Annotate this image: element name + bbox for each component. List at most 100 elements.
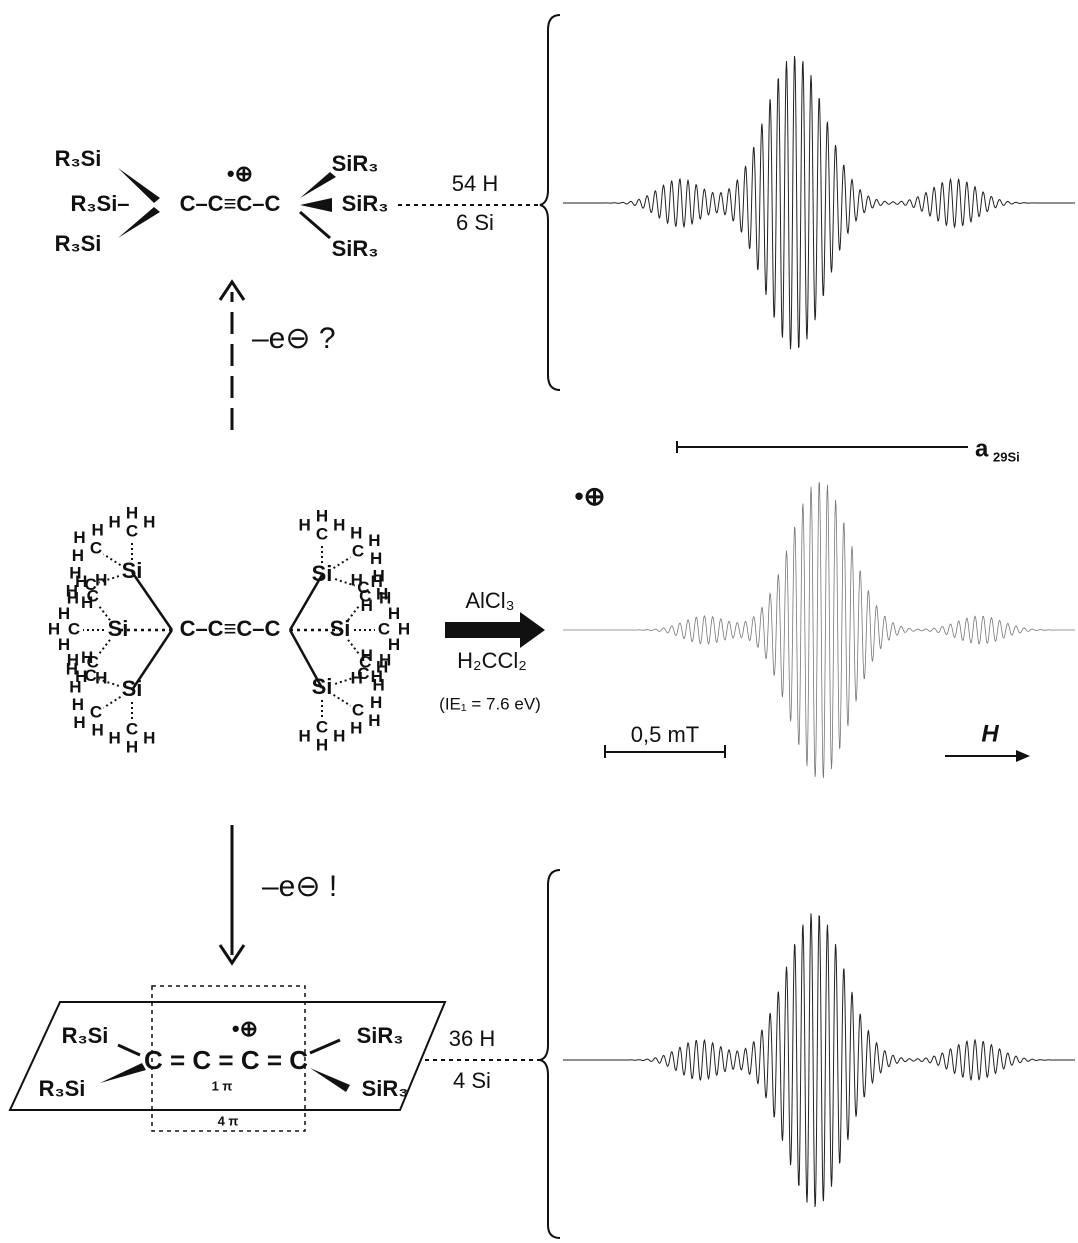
core: C–C≡C–C [180,616,281,641]
right-group: SiR₃ [332,151,379,176]
core: C = C = C = C [144,1045,308,1075]
methyl-carbon: C [90,702,102,721]
bracket [540,15,560,390]
note: (IE₁ = 7.6 eV) [439,694,541,713]
hydrogen: H [73,713,85,732]
hydrogen: H [92,720,104,739]
count-si: 4 Si [453,1068,491,1093]
count-h: 54 H [452,171,498,196]
spectra [563,56,1075,1207]
hydrogen: H [316,506,328,525]
hydrogen: H [368,711,380,730]
hydrogen: H [95,669,107,688]
core: C–C≡C–C [180,191,281,216]
wedge [300,172,336,198]
wedge [300,198,332,212]
hydrogen: H [361,646,373,665]
methyl-carbon: C [126,521,138,540]
coupling-label: a [975,435,989,462]
solvent: H₂CCl₂ [457,648,527,673]
hydrogen: H [373,675,385,694]
charge: •⊕ [232,1016,258,1041]
left-group: R₃Si [55,231,102,256]
top-structure: R₃Si R₃Si– R₃Si C–C≡C–C •⊕ SiR₃ SiR₃ SiR… [55,146,540,261]
scale-label: 0,5 mT [631,722,699,747]
pi-label: 4 π [218,1113,239,1128]
silicon: Si [122,558,143,583]
bond [333,695,350,706]
bond [118,1045,140,1055]
arrow-label: –e⊖ ! [262,870,337,903]
left-group: R₃Si [55,146,102,171]
methyl-carbon: C [85,666,97,685]
charge: •⊕ [575,481,606,511]
hydrogen: H [69,677,81,696]
hydrogen: H [316,735,328,754]
esr-spectrum [563,913,1075,1207]
arrow-label: –e⊖ ? [252,322,336,355]
hydrogen: H [370,693,382,712]
methyl-carbon: C [357,664,369,683]
methyl-carbon: C [352,542,364,561]
silicon: Si [312,561,333,586]
hydrogen: H [143,512,155,531]
bottom-structure: R₃Si R₃Si C = C = C = C •⊕ 1 π 4 π SiR₃ … [10,986,540,1131]
wedge [310,1068,350,1092]
figure: R₃Si R₃Si– R₃Si C–C≡C–C •⊕ SiR₃ SiR₃ SiR… [0,0,1078,1243]
wedge [100,1063,146,1083]
hydrogen: H [126,503,138,522]
hydrogen: H [109,728,121,747]
bond [333,557,350,568]
left-group: R₃Si [62,1023,109,1048]
methyl-carbon: C [352,700,364,719]
methyl-carbon: C [316,717,328,736]
coupling-nucleus: 29Si [993,449,1020,464]
bond [300,212,330,238]
methyl-carbon: C [90,539,102,558]
esr-spectrum [563,56,1075,349]
hydrogen: H [66,660,78,679]
hydrogen: H [95,570,107,589]
methyl-carbon: C [359,587,371,606]
hydrogen: H [81,648,93,667]
hydrogen: H [92,521,104,540]
hydrogen: H [351,570,363,589]
silicon: Si [312,674,333,699]
bond [103,554,120,565]
reagent: AlCl₃ [465,588,514,613]
field-arrow-head [1016,750,1030,762]
hydrogen: H [333,726,345,745]
hydrogen: H [350,718,362,737]
hydrogen: H [67,588,79,607]
hydrogen: H [143,728,155,747]
hydrogen: H [333,515,345,534]
count-h: 36 H [449,1026,495,1051]
hydrogen: H [299,726,311,745]
hydrogen: H [368,531,380,550]
right-group: SiR₃ [362,1076,409,1101]
hydrogen: H [75,572,87,591]
bond [310,1040,340,1053]
silicon: Si [122,676,143,701]
methyl-carbon: C [126,719,138,738]
bracket [540,870,560,1238]
charge: •⊕ [227,161,253,186]
pi-label: 1 π [212,1078,233,1093]
hydrogen: H [299,515,311,534]
right-group: SiR₃ [332,236,379,261]
left-group: R₃Si– [70,191,129,216]
left-group: R₃Si [39,1076,86,1101]
hydrogen: H [72,695,84,714]
hydrogen: H [350,524,362,543]
hydrogen: H [370,549,382,568]
hydrogen: H [72,546,84,565]
hydrogen: H [126,737,138,756]
bond [103,697,120,708]
hydrogen: H [73,528,85,547]
methyl-carbon: C [316,524,328,543]
hydrogen: H [109,512,121,531]
hydrogen: H [376,658,388,677]
right-group: SiR₃ [357,1023,404,1048]
bond [98,640,110,656]
methyl-carbon: C [87,587,99,606]
